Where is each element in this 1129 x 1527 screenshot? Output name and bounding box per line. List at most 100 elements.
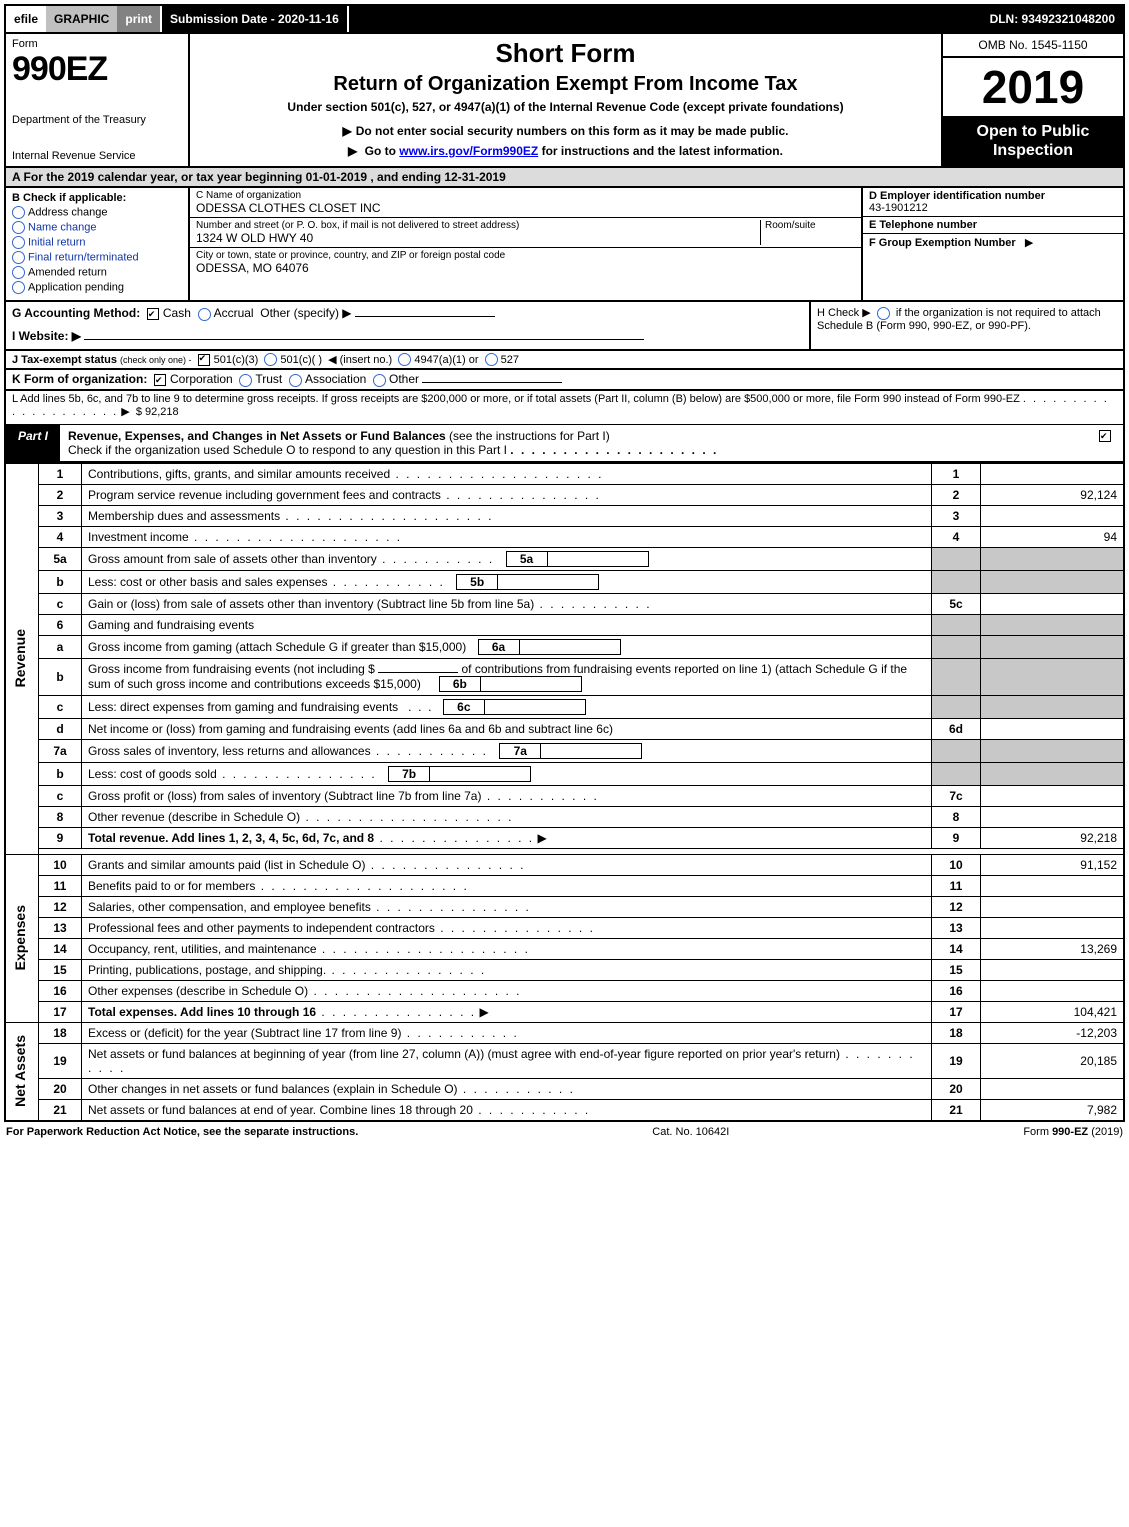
name-label: C Name of organization bbox=[196, 190, 855, 201]
line-19-num: 19 bbox=[39, 1043, 82, 1078]
line-20-col: 20 bbox=[932, 1078, 981, 1099]
line-8-num: 8 bbox=[39, 806, 82, 827]
form-org-label: K Form of organization: bbox=[12, 372, 147, 386]
city-label: City or town, state or province, country… bbox=[196, 250, 855, 261]
chk-other-org[interactable] bbox=[373, 374, 386, 387]
line-1-amount bbox=[981, 463, 1125, 484]
line-5c-amount bbox=[981, 593, 1125, 614]
paperwork-notice: For Paperwork Reduction Act Notice, see … bbox=[6, 1126, 358, 1138]
form-header: Form 990EZ Department of the Treasury In… bbox=[4, 34, 1125, 168]
ein-label: D Employer identification number bbox=[869, 190, 1045, 202]
shade-cell bbox=[981, 547, 1125, 570]
chk-address-change[interactable] bbox=[12, 206, 25, 219]
ssn-warning: Do not enter social security numbers on … bbox=[200, 124, 931, 138]
print-button[interactable]: print bbox=[117, 6, 160, 32]
tax-exempt-label: J Tax-exempt status bbox=[12, 354, 117, 366]
chk-initial-return[interactable] bbox=[12, 236, 25, 249]
line-8-col: 8 bbox=[932, 806, 981, 827]
line-6d-amount bbox=[981, 718, 1125, 739]
chk-name-change[interactable] bbox=[12, 221, 25, 234]
line-12-amount bbox=[981, 896, 1125, 917]
dots-icon bbox=[390, 467, 603, 481]
line-7c-col: 7c bbox=[932, 785, 981, 806]
line-13-num: 13 bbox=[39, 917, 82, 938]
chk-association[interactable] bbox=[289, 374, 302, 387]
line-19-desc: Net assets or fund balances at beginning… bbox=[88, 1047, 840, 1061]
line-4-col: 4 bbox=[932, 526, 981, 547]
website-label: I Website: ▶ bbox=[12, 329, 81, 343]
line-5c-num: c bbox=[39, 593, 82, 614]
efile-label: efile bbox=[6, 6, 46, 32]
chk-application-pending[interactable] bbox=[12, 281, 25, 294]
lbl-association: Association bbox=[305, 372, 366, 386]
shade-cell bbox=[981, 762, 1125, 785]
line-10-amount: 91,152 bbox=[981, 854, 1125, 875]
row-gh: G Accounting Method: Cash Accrual Other … bbox=[4, 302, 1125, 350]
line-3-col: 3 bbox=[932, 505, 981, 526]
line-1-desc: Contributions, gifts, grants, and simila… bbox=[88, 467, 390, 481]
line-6a-desc: Gross income from gaming (attach Schedul… bbox=[88, 640, 466, 654]
dots-icon bbox=[327, 575, 444, 589]
chk-not-required[interactable] bbox=[877, 307, 890, 320]
line-6c-num: c bbox=[39, 695, 82, 718]
line-10-col: 10 bbox=[932, 854, 981, 875]
line-2-num: 2 bbox=[39, 484, 82, 505]
arrow-icon bbox=[537, 831, 546, 845]
row-a-tax-year: A For the 2019 calendar year, or tax yea… bbox=[4, 168, 1125, 188]
arrow-icon bbox=[479, 1005, 488, 1019]
line-8-amount bbox=[981, 806, 1125, 827]
netassets-side-label: Net Assets bbox=[5, 1022, 39, 1121]
part-1-title: Revenue, Expenses, and Changes in Net As… bbox=[60, 425, 1091, 461]
line-18-num: 18 bbox=[39, 1022, 82, 1043]
line-15-desc: Printing, publications, postage, and shi… bbox=[88, 963, 326, 977]
org-info-box: B Check if applicable: Address change Na… bbox=[4, 188, 1125, 302]
dln-label: DLN: 93492321048200 bbox=[982, 6, 1123, 32]
part-1-header: Part I Revenue, Expenses, and Changes in… bbox=[4, 424, 1125, 463]
chk-amended-return[interactable] bbox=[12, 266, 25, 279]
chk-accrual[interactable] bbox=[198, 308, 211, 321]
chk-corporation[interactable] bbox=[154, 374, 166, 386]
dots-icon bbox=[371, 744, 488, 758]
lbl-cash: Cash bbox=[163, 306, 191, 320]
chk-4947[interactable] bbox=[398, 353, 411, 366]
graphic-label: GRAPHIC bbox=[46, 6, 117, 32]
dots-icon bbox=[280, 509, 493, 523]
lbl-corporation: Corporation bbox=[170, 372, 233, 386]
chk-schedule-o[interactable] bbox=[1099, 430, 1111, 442]
subtitle-code: Under section 501(c), 527, or 4947(a)(1)… bbox=[200, 100, 931, 114]
line-2-amount: 92,124 bbox=[981, 484, 1125, 505]
chk-527[interactable] bbox=[485, 353, 498, 366]
sub-6b: 6b bbox=[439, 676, 481, 692]
chk-cash[interactable] bbox=[147, 308, 159, 320]
title-return: Return of Organization Exempt From Incom… bbox=[200, 73, 931, 96]
chk-501c[interactable] bbox=[264, 353, 277, 366]
arrow-icon bbox=[348, 144, 361, 158]
form-number: 990EZ bbox=[12, 50, 182, 89]
irs-link[interactable]: www.irs.gov/Form990EZ bbox=[399, 144, 538, 158]
chk-trust[interactable] bbox=[239, 374, 252, 387]
line-4-desc: Investment income bbox=[88, 530, 189, 544]
line-2-col: 2 bbox=[932, 484, 981, 505]
line-21-num: 21 bbox=[39, 1099, 82, 1121]
revenue-side-label: Revenue bbox=[5, 463, 39, 854]
shade-cell bbox=[981, 614, 1125, 635]
org-city: ODESSA, MO 64076 bbox=[196, 261, 855, 275]
line-20-num: 20 bbox=[39, 1078, 82, 1099]
dots-icon bbox=[401, 1026, 518, 1040]
line-13-col: 13 bbox=[932, 917, 981, 938]
dots-icon bbox=[481, 789, 598, 803]
sub-7a-val bbox=[541, 743, 642, 759]
box-def: D Employer identification number 43-1901… bbox=[861, 188, 1123, 300]
insert-no: ◀ (insert no.) bbox=[328, 354, 392, 366]
lbl-501c: 501(c)( ) bbox=[280, 354, 322, 366]
chk-501c3[interactable] bbox=[198, 354, 210, 366]
shade-cell bbox=[981, 695, 1125, 718]
line-12-desc: Salaries, other compensation, and employ… bbox=[88, 900, 371, 914]
topbar-spacer bbox=[349, 6, 982, 32]
sub-6b-val bbox=[481, 676, 582, 692]
form-ref-bold: 990-EZ bbox=[1052, 1126, 1088, 1138]
sub-5b-val bbox=[498, 574, 599, 590]
line-5c-col: 5c bbox=[932, 593, 981, 614]
form-ref: Form 990-EZ (2019) bbox=[1023, 1126, 1123, 1138]
chk-final-return[interactable] bbox=[12, 251, 25, 264]
